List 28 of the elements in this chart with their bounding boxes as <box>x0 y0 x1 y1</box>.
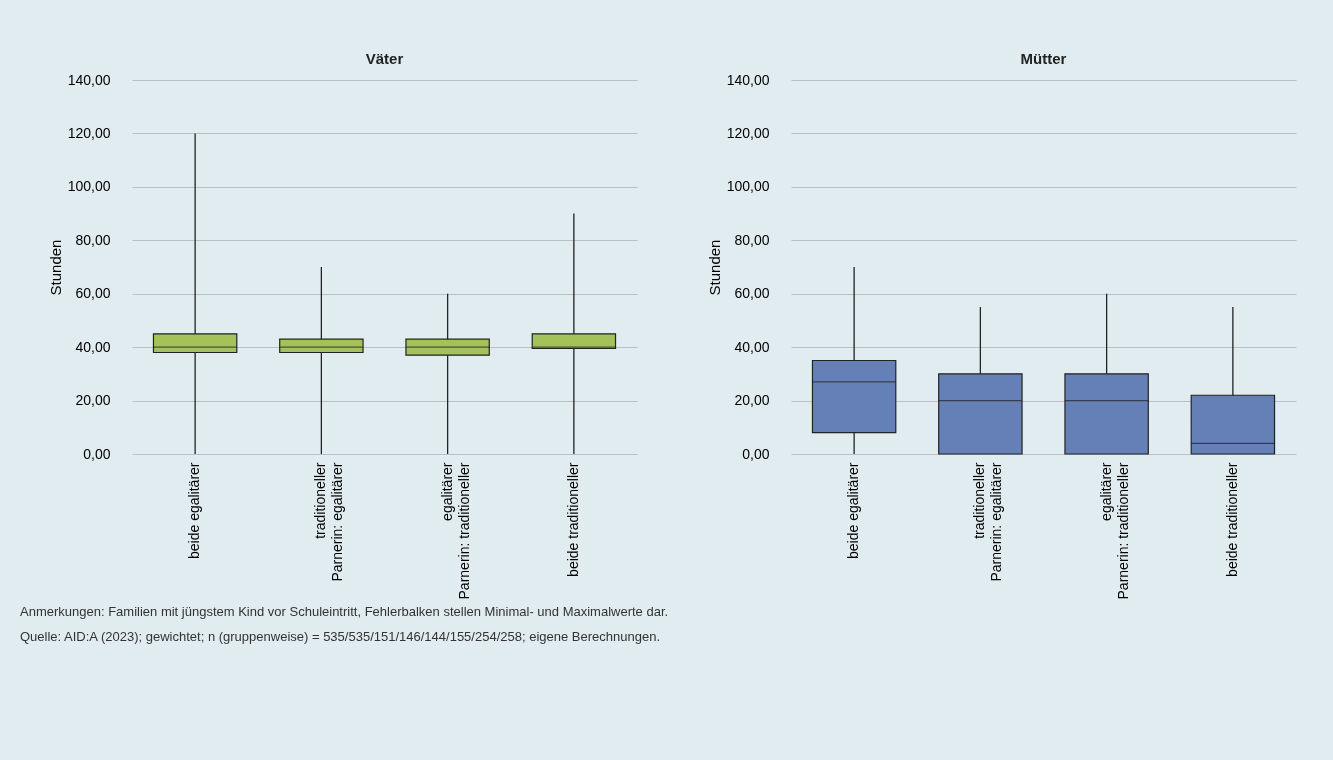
y-tick-label: 140,00 <box>726 71 770 88</box>
y-tick-label: 20,00 <box>734 392 770 409</box>
y-tick-label: 60,00 <box>75 285 111 302</box>
y-tick-label: 0,00 <box>83 445 111 462</box>
y-tick-label: 100,00 <box>67 178 111 195</box>
source-note: Quelle: AID:A (2023); gewichtet; n (gruppenweise) = 535/535/151/146/144/155/254/258; eigene Berechnungen. <box>20 629 661 644</box>
x-tick-label: traditioneller Parnerin: egalitärer <box>312 462 346 582</box>
y-tick-label: 120,00 <box>726 124 770 141</box>
chart-title: Mütter <box>1020 50 1067 67</box>
x-tick-label: beide traditioneller <box>564 462 581 577</box>
y-tick-label: 40,00 <box>75 338 111 355</box>
x-tick-label: beide traditioneller <box>1223 462 1240 577</box>
chart-title: Väter <box>365 50 404 67</box>
y-tick-label: 120,00 <box>67 124 111 141</box>
x-tick-label: traditioneller Parnerin: egalitärer <box>971 462 1005 582</box>
y-tick-label: 0,00 <box>742 445 770 462</box>
y-tick-label: 140,00 <box>67 71 111 88</box>
y-axis-title: Stunden <box>46 239 64 296</box>
y-tick-label: 60,00 <box>734 285 770 302</box>
y-tick-label: 20,00 <box>75 392 111 409</box>
x-tick-label: beide egalitärer <box>845 462 862 560</box>
y-axis-title: Stunden <box>705 239 723 296</box>
y-tick-label: 100,00 <box>726 178 770 195</box>
y-tick-label: 40,00 <box>734 338 770 355</box>
x-tick-label: beide egalitärer <box>186 462 203 560</box>
text: Anmerkungen: Familien mit jüngstem Kind vor Schuleintritt, Fehlerbalken stellen Minimal- und Maximalwerte dar. <box>20 604 670 619</box>
y-tick-label: 80,00 <box>75 231 111 248</box>
y-tick-label: 80,00 <box>734 231 770 248</box>
